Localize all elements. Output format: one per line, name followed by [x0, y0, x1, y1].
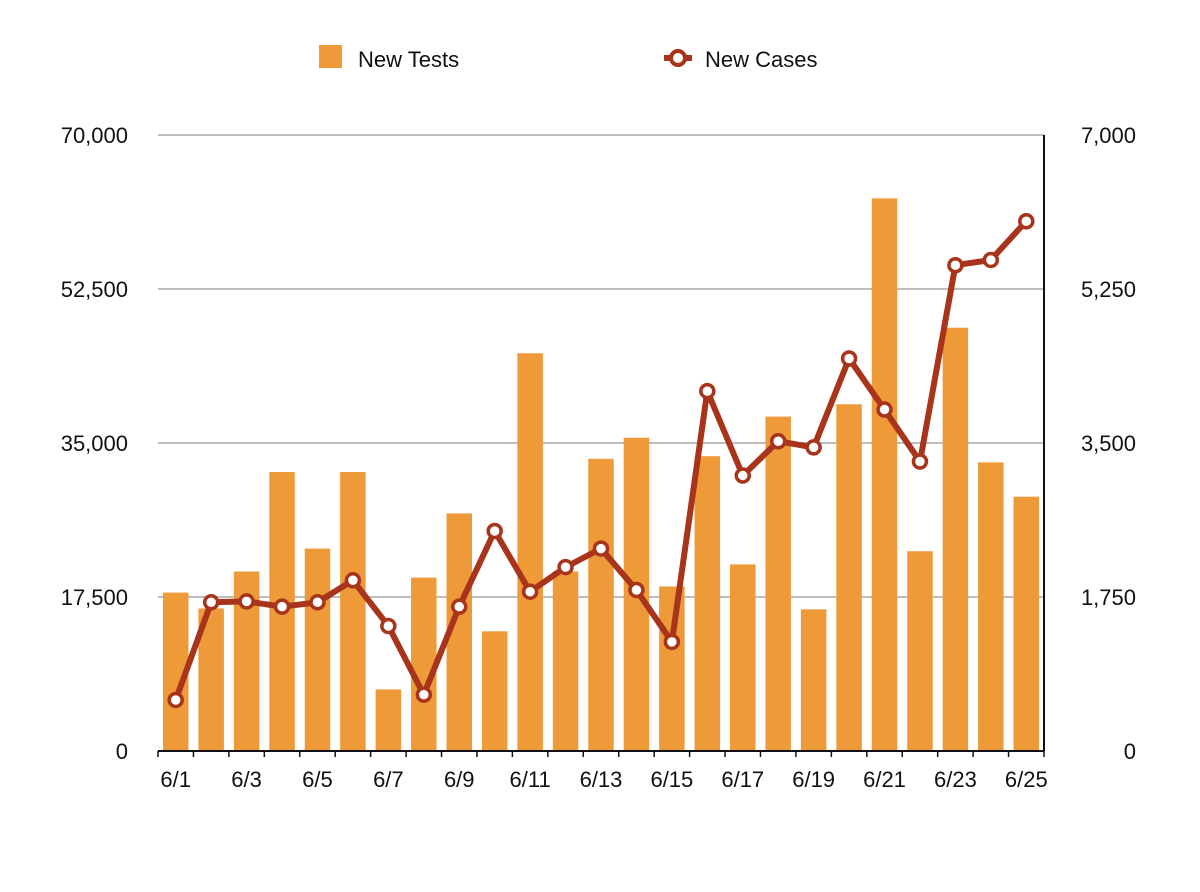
bar-6-16 — [694, 456, 721, 751]
x-tick-label: 6/5 — [302, 767, 333, 792]
point-6-8 — [415, 686, 433, 703]
bar-6-15 — [659, 586, 685, 751]
point-6-4 — [273, 598, 291, 615]
point-6-19 — [805, 439, 822, 456]
point-6-11 — [521, 583, 539, 600]
x-tick-label: 6/13 — [580, 767, 623, 792]
x-tick-label: 6/23 — [934, 767, 977, 792]
x-tick-label: 6/1 — [160, 767, 191, 792]
point-6-3 — [238, 593, 255, 610]
tick-labels: 0 17,500 35,000 52,500 70,000 0 1,750 3,500 5,25… — [61, 123, 1136, 792]
point-6-14 — [628, 581, 645, 599]
bar-6-18 — [765, 416, 791, 751]
bar-6-17 — [730, 564, 756, 751]
bar-6-5 — [304, 548, 331, 751]
bar-6-21 — [871, 198, 898, 752]
y-right-tick-label: 1,750 — [1081, 585, 1136, 610]
legend-label-new-cases: New Cases — [705, 47, 817, 72]
y-left-tick-label: 35,000 — [61, 431, 128, 456]
bar-6-23 — [942, 327, 969, 751]
y-right-tick-label: 0 — [1124, 739, 1136, 764]
x-tick-label: 6/11 — [510, 767, 551, 792]
point-6-25 — [1018, 212, 1035, 230]
point-6-9 — [450, 598, 468, 615]
y-left-tick-label: 70,000 — [61, 123, 128, 148]
y-left-tick-label: 17,500 — [61, 585, 128, 610]
point-6-22 — [911, 453, 929, 470]
point-6-13 — [592, 540, 610, 557]
bar-6-24 — [978, 462, 1004, 751]
point-6-21 — [876, 401, 893, 418]
bar-6-10 — [481, 631, 508, 751]
point-6-18 — [769, 432, 787, 450]
y-right-tick-label: 7,000 — [1081, 123, 1136, 148]
bar-6-19 — [800, 609, 827, 751]
bar-6-11 — [517, 353, 543, 751]
point-6-12 — [557, 558, 574, 576]
legend-label-new-tests: New Tests — [358, 47, 459, 72]
y-left-tick-label: 0 — [116, 739, 128, 764]
point-6-24 — [982, 251, 1000, 269]
x-tick-label: 6/19 — [792, 767, 835, 792]
point-6-20 — [840, 350, 858, 367]
y-right-tick-label: 5,250 — [1081, 277, 1136, 302]
x-tick-label: 6/17 — [721, 767, 764, 792]
y-right-tick-label: 3,500 — [1081, 431, 1136, 456]
bar-6-20 — [836, 404, 862, 751]
point-6-7 — [380, 617, 397, 635]
bar-6-22 — [907, 551, 933, 751]
point-6-16 — [699, 382, 716, 400]
point-6-1 — [167, 691, 184, 709]
axes — [157, 135, 1045, 757]
point-6-23 — [947, 256, 964, 274]
bar-6-7 — [375, 689, 402, 751]
point-6-6 — [344, 572, 362, 589]
bar-6-13 — [588, 458, 614, 751]
bar-6-25 — [1013, 496, 1040, 751]
point-6-17 — [734, 467, 752, 484]
bars-new-tests — [162, 198, 1040, 752]
x-tick-label: 6/25 — [1005, 767, 1048, 792]
legend-swatch-new-cases-marker — [669, 49, 687, 67]
point-6-10 — [486, 522, 503, 540]
x-tick-label: 6/15 — [650, 767, 693, 792]
point-6-2 — [202, 594, 220, 611]
bar-6-8 — [411, 577, 437, 751]
bar-6-6 — [340, 472, 366, 751]
x-tick-label: 6/7 — [373, 767, 404, 792]
point-6-15 — [663, 633, 681, 651]
x-tick-label: 6/9 — [444, 767, 475, 792]
legend: New Tests New Cases — [319, 45, 817, 72]
x-tick-label: 6/3 — [231, 767, 262, 792]
y-left-tick-label: 52,500 — [61, 277, 128, 302]
line-new-cases — [167, 212, 1035, 709]
x-tick-label: 6/21 — [863, 767, 906, 792]
bar-6-12 — [552, 571, 579, 751]
point-6-5 — [309, 594, 326, 611]
legend-swatch-new-tests — [319, 45, 342, 68]
